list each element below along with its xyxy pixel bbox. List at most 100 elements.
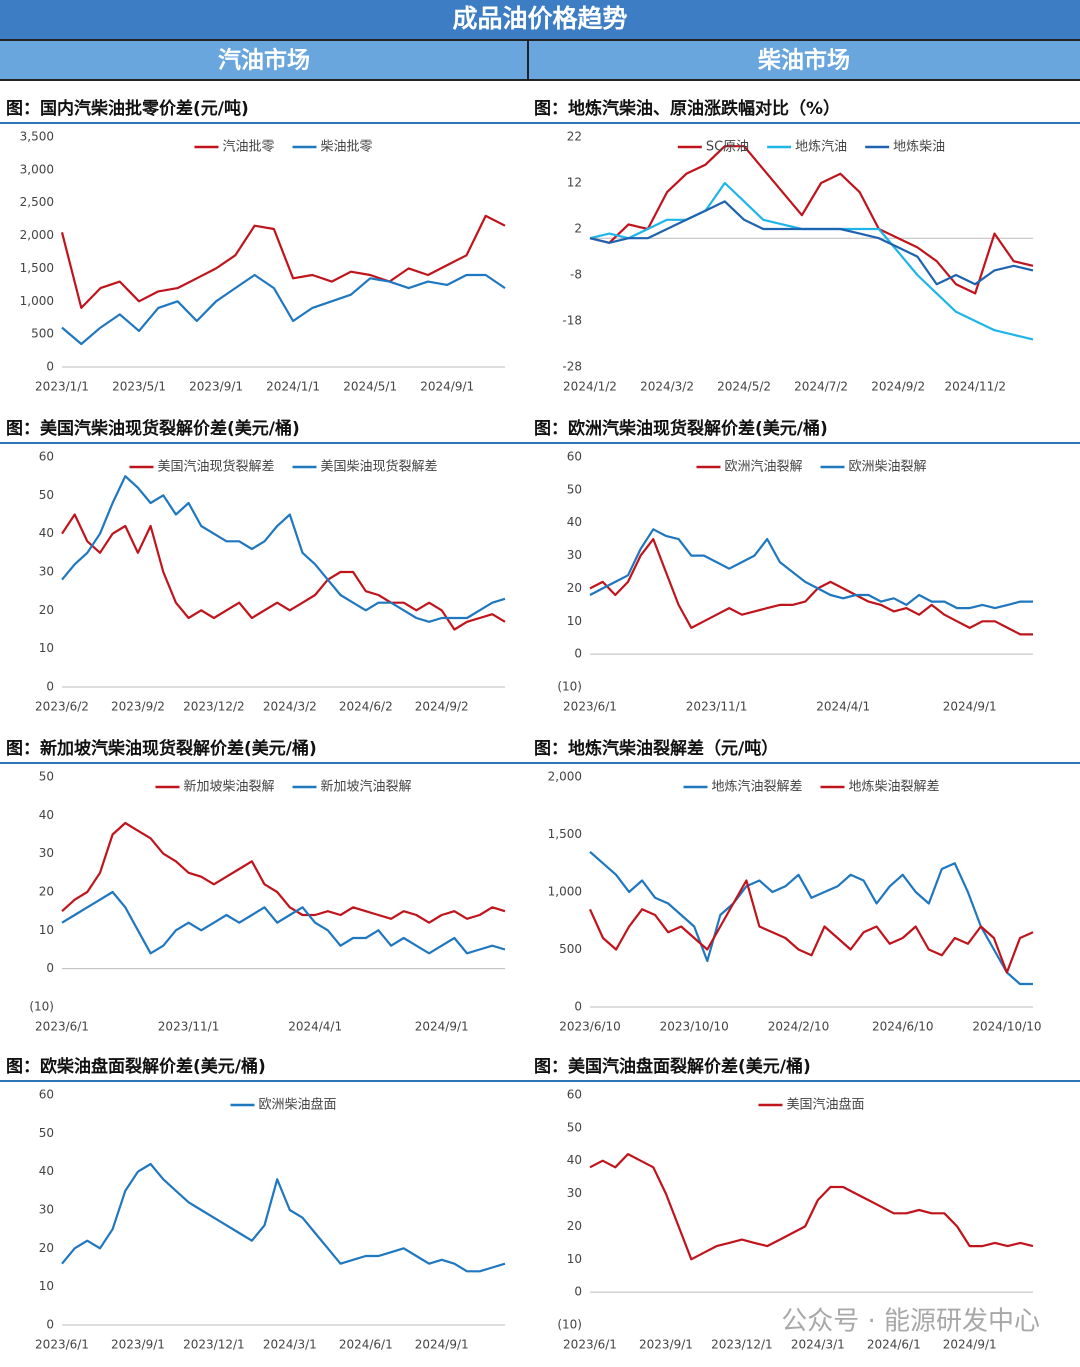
x-tick-label: 2023/9/2	[111, 700, 165, 714]
series-line	[589, 181, 1034, 341]
x-tick-label: 2023/9/1	[189, 380, 243, 394]
y-tick-label: 500	[31, 327, 54, 341]
legend-label: 地炼柴油	[893, 140, 945, 155]
x-tick-label: 2023/10/10	[660, 1020, 729, 1034]
panel-title: 图：国内汽柴油批零价差(元/吨)	[6, 98, 249, 119]
x-tick-label: 2023/6/10	[559, 1020, 621, 1034]
series-line	[589, 538, 1033, 636]
x-tick-label: 2023/6/1	[563, 1338, 617, 1352]
y-tick-label: 0	[574, 1000, 582, 1014]
x-tick-label: 2024/4/1	[288, 1020, 342, 1034]
x-tick-label: 2024/10/10	[972, 1020, 1041, 1034]
y-tick-label: 40	[39, 1164, 54, 1178]
y-tick-label: 30	[567, 548, 582, 562]
y-tick-label: 20	[39, 885, 54, 899]
y-tick-label: 40	[567, 515, 582, 529]
panel-title: 图：地炼汽柴油裂解差（元/吨）	[534, 738, 778, 759]
y-tick-label: 30	[567, 1186, 582, 1200]
x-tick-label: 2024/6/2	[339, 700, 393, 714]
y-tick-label: 60	[39, 450, 54, 464]
y-tick-label: -28	[562, 360, 582, 374]
y-tick-label: 3,500	[20, 130, 54, 144]
y-tick-label: 2,000	[548, 770, 582, 784]
x-tick-label: 2023/12/1	[183, 1338, 245, 1352]
x-tick-label: 2024/9/1	[943, 700, 997, 714]
legend-label: 地炼柴油裂解差	[849, 780, 940, 795]
y-tick-label: 22	[567, 130, 582, 144]
y-tick-label: 30	[39, 846, 54, 860]
x-tick-label: 2023/9/1	[639, 1338, 693, 1352]
series-line	[61, 273, 506, 346]
series-line	[589, 850, 1033, 986]
legend-label: SC原油	[706, 140, 749, 155]
y-tick-label: 1,000	[548, 885, 582, 899]
x-tick-label: 2023/6/2	[35, 700, 89, 714]
y-tick-label: 0	[46, 1318, 54, 1332]
series-line	[589, 200, 1034, 286]
y-tick-label: 2,000	[20, 228, 54, 242]
x-tick-label: 2023/5/1	[112, 380, 166, 394]
x-tick-label: 2024/9/1	[420, 380, 474, 394]
legend-label: 新加坡汽油裂解	[321, 779, 412, 795]
y-tick-label: 2,500	[20, 195, 54, 209]
x-tick-label: 2024/6/10	[872, 1020, 934, 1034]
series-line	[589, 145, 1034, 295]
y-tick-label: 60	[567, 1088, 582, 1102]
y-tick-label: 20	[39, 1241, 54, 1255]
y-tick-label: (10)	[29, 1000, 54, 1014]
legend-label: 地炼汽油裂解差	[711, 780, 802, 795]
x-tick-label: 2024/5/2	[717, 380, 771, 394]
y-tick-label: -8	[570, 268, 582, 282]
x-tick-label: 2024/4/1	[816, 700, 870, 714]
y-tick-label: 10	[567, 614, 582, 628]
y-tick-label: 40	[567, 1153, 582, 1167]
x-tick-label: 2024/7/2	[794, 380, 848, 394]
y-tick-label: (10)	[557, 680, 582, 694]
panel-title: 图：新加坡汽柴油现货裂解价差(美元/桶)	[6, 738, 317, 759]
y-tick-label: 50	[39, 770, 54, 784]
y-tick-label: (10)	[557, 1318, 582, 1332]
x-tick-label: 2023/6/1	[563, 700, 617, 714]
y-tick-label: 3,000	[20, 162, 54, 176]
x-tick-label: 2023/9/1	[111, 1338, 165, 1352]
legend-label: 欧洲柴油盘面	[258, 1097, 336, 1113]
x-tick-label: 2023/6/1	[35, 1020, 89, 1034]
x-tick-label: 2024/6/1	[867, 1338, 921, 1352]
y-tick-label: 1,000	[20, 294, 54, 308]
x-tick-label: 2024/1/1	[266, 380, 320, 394]
series-line	[61, 475, 506, 623]
y-tick-label: 12	[567, 176, 582, 190]
series-line	[61, 821, 506, 924]
y-tick-label: 2	[574, 222, 582, 236]
x-tick-label: 2024/6/1	[339, 1338, 393, 1352]
header-bar	[0, 0, 1080, 39]
x-tick-label: 2024/9/2	[415, 700, 469, 714]
legend-label: 美国柴油现货裂解差	[321, 459, 438, 475]
y-tick-label: 60	[567, 450, 582, 464]
legend-label: 欧洲柴油裂解	[849, 460, 927, 475]
x-tick-label: 2024/9/1	[415, 1338, 469, 1352]
section-title: 柴油市场	[757, 47, 850, 74]
y-tick-label: 10	[39, 923, 54, 937]
y-tick-label: 500	[559, 942, 582, 956]
y-tick-label: 40	[39, 526, 54, 540]
legend-label: 汽油批零	[222, 140, 274, 155]
x-tick-label: 2023/1/1	[35, 380, 89, 394]
watermark: 公众号 · 能源研发中心	[781, 1307, 1040, 1337]
page-title: 成品油价格趋势	[452, 4, 627, 33]
y-tick-label: 50	[567, 1120, 582, 1134]
x-tick-label: 2023/11/1	[158, 1020, 220, 1034]
section-header	[529, 41, 1080, 79]
x-tick-label: 2024/3/2	[263, 700, 317, 714]
y-tick-label: 20	[39, 603, 54, 617]
x-tick-label: 2023/6/1	[35, 1338, 89, 1352]
x-tick-label: 2024/9/2	[871, 380, 925, 394]
legend-label: 美国汽油盘面	[786, 1097, 864, 1113]
y-tick-label: 10	[567, 1252, 582, 1266]
y-tick-label: 10	[39, 641, 54, 655]
y-tick-label: 60	[39, 1088, 54, 1102]
y-tick-label: 0	[574, 647, 582, 661]
panel-title: 图：欧柴油盘面裂解价差(美元/桶)	[6, 1056, 266, 1077]
x-tick-label: 2024/5/1	[343, 380, 397, 394]
y-tick-label: 1,500	[20, 261, 54, 275]
